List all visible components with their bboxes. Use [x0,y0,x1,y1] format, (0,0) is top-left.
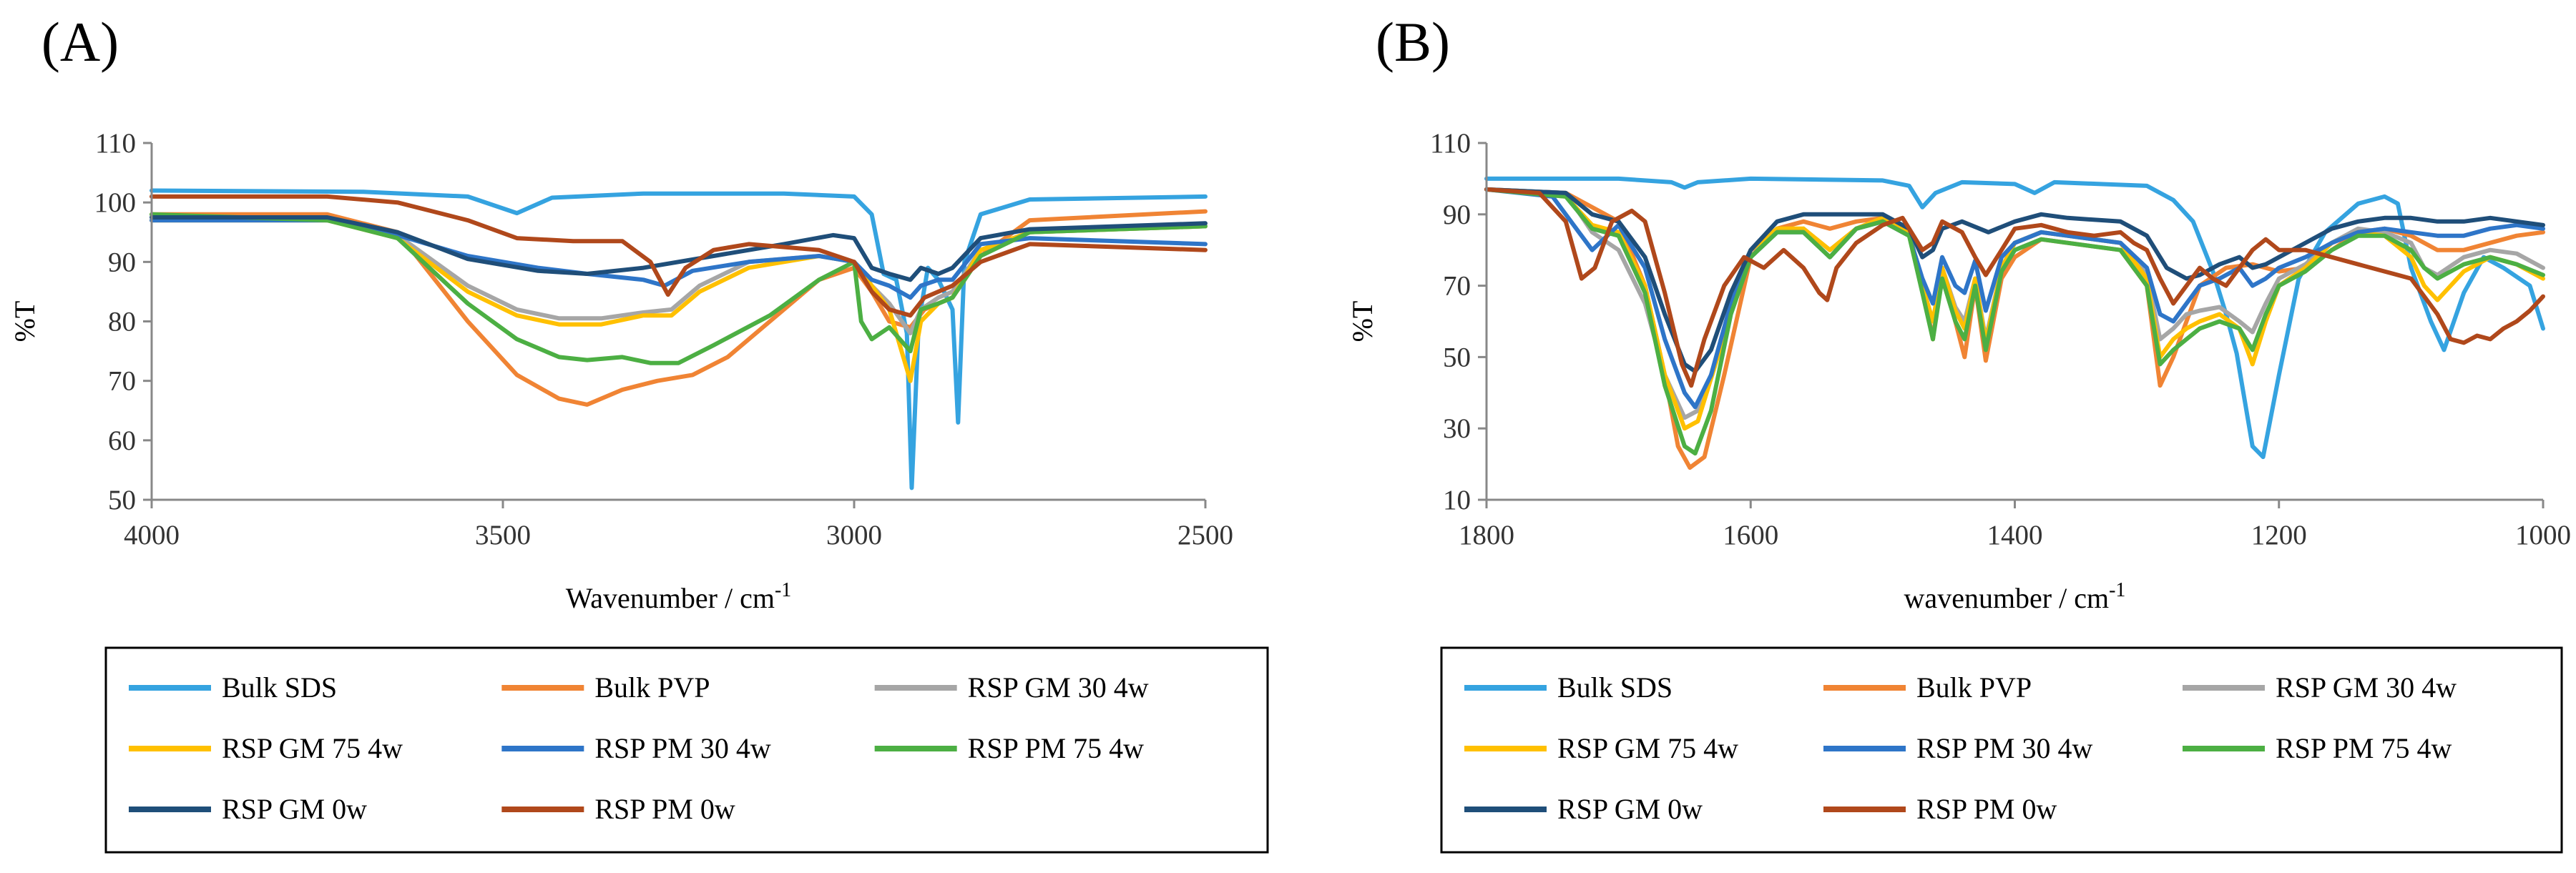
y-tick-label: 100 [94,187,137,218]
x-tick-label: 2500 [1177,520,1233,551]
y-tick-label: 90 [1443,199,1471,230]
legend-label: RSP PM 75 4w [2276,732,2452,764]
chart-panel-b: (B) 10 30 50 70 90 110 1800 1600 1400 1200 1000 %T wa… [1346,11,2571,854]
x-tick-label: 1200 [2251,520,2307,551]
y-tick-label: 50 [108,485,136,516]
y-tick-label: 10 [1443,485,1471,516]
legend-label: RSP GM 0w [222,793,367,825]
panel-label: (B) [1376,11,1450,73]
y-tick-label: 90 [108,247,136,277]
x-tick-label: 1000 [2515,520,2571,551]
x-axis-title: Wavenumber / cm-1 [566,579,792,614]
series-line-1 [1484,176,2545,460]
series-line-5 [150,218,1208,300]
y-tick-label: 80 [108,307,136,337]
x-tick-label: 4000 [124,520,180,551]
y-tick-label: 50 [1443,342,1471,373]
panel-label: (A) [41,11,119,73]
legend-box [1440,646,2563,854]
legend-label: Bulk SDS [1557,671,1673,704]
legend-label: RSP PM 0w [594,793,735,825]
legend-label: RSP GM 0w [1557,793,1703,825]
x-tick-label: 3000 [826,520,882,551]
y-tick-label: 70 [1443,271,1471,302]
legend-label: Bulk SDS [222,671,337,704]
series-line-8 [150,194,1208,318]
legend-label: RSP GM 75 4w [222,732,403,764]
x-tick-label: 3500 [475,520,531,551]
legend-label: RSP PM 30 4w [594,732,770,764]
y-tick-label: 110 [95,128,136,159]
y-tick-label: 110 [1430,128,1471,159]
series-line-5 [1484,187,2545,410]
legend-label: RSP GM 75 4w [1557,732,1738,764]
legend-label: Bulk PVP [594,671,710,704]
y-axis-title: %T [1346,301,1378,342]
legend-label: RSP PM 0w [1916,793,2057,825]
series-line-8 [1484,187,2545,388]
legend-label: Bulk PVP [1916,671,2032,704]
x-axis-title: wavenumber / cm-1 [1904,579,2126,614]
series-line-7 [150,215,1208,282]
legend-box [104,646,1269,854]
x-tick-label: 1400 [1987,520,2043,551]
series-line-6 [1484,187,2545,456]
series-line-6 [150,212,1208,365]
legend-label: RSP PM 75 4w [968,732,1145,764]
legend-label: RSP GM 30 4w [968,671,1149,704]
y-tick-label: 30 [1443,413,1471,444]
y-tick-label: 60 [108,425,136,456]
chart-panel-a: (A) 50 60 70 80 90 100 110 4000 3500 3000 2500 %T Wav… [9,11,1269,854]
y-tick-label: 70 [108,366,136,397]
x-tick-label: 1800 [1459,520,1514,551]
y-axis-title: %T [9,301,41,342]
series-line-7 [1484,187,2545,374]
series-line-1 [150,188,1208,490]
x-tick-label: 1600 [1723,520,1778,551]
legend-label: RSP GM 30 4w [2276,671,2457,704]
legend-label: RSP PM 30 4w [1916,732,2093,764]
